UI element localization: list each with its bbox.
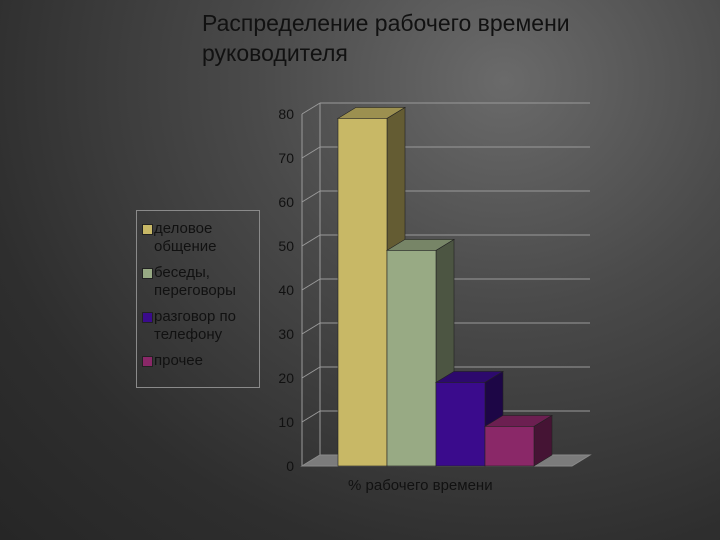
grid-diagonal-80 bbox=[301, 102, 321, 115]
bar-2-front bbox=[386, 250, 437, 467]
legend-swatch-4 bbox=[142, 356, 153, 367]
y-tick-label-10: 10 bbox=[278, 414, 294, 430]
y-tick-label-30: 30 bbox=[278, 326, 294, 342]
legend-label-2: беседы, переговоры bbox=[154, 264, 236, 299]
grid-diagonal-30 bbox=[301, 322, 321, 335]
x-axis-label: % рабочего времени bbox=[348, 477, 493, 494]
y-tick-label-40: 40 bbox=[278, 282, 294, 298]
bar-2 bbox=[385, 238, 456, 467]
y-tick-label-80: 80 bbox=[278, 106, 294, 122]
grid-diagonal-20 bbox=[301, 366, 321, 379]
legend-label-4: прочее bbox=[154, 352, 203, 369]
title-line-1: Распределение рабочего времени bbox=[202, 10, 570, 36]
legend-label-1: деловое общение bbox=[154, 220, 217, 255]
y-tick-label-0: 0 bbox=[286, 458, 294, 474]
y-tick-label-60: 60 bbox=[278, 194, 294, 210]
y-tick-label-20: 20 bbox=[278, 370, 294, 386]
grid-diagonal-50 bbox=[301, 234, 321, 247]
legend-swatch-3 bbox=[142, 312, 153, 323]
title-line-2: руководителя bbox=[202, 40, 348, 66]
bar-4 bbox=[483, 414, 554, 467]
bar-4-front bbox=[484, 426, 535, 467]
legend-swatch-1 bbox=[142, 224, 153, 235]
grid-diagonal-60 bbox=[301, 190, 321, 203]
slide-title: Распределение рабочего времени руководит… bbox=[202, 8, 702, 68]
legend-label-3: разговор по телефону bbox=[154, 308, 236, 343]
legend-swatch-2 bbox=[142, 268, 153, 279]
bar-1-front bbox=[337, 118, 388, 467]
bar-3-front bbox=[435, 382, 486, 467]
grid-diagonal-40 bbox=[301, 278, 321, 291]
chart-legend: деловое общение беседы, переговоры разго… bbox=[136, 210, 260, 388]
y-tick-label-70: 70 bbox=[278, 150, 294, 166]
grid-diagonal-70 bbox=[301, 146, 321, 159]
grid-diagonal-10 bbox=[301, 410, 321, 423]
y-tick-label-50: 50 bbox=[278, 238, 294, 254]
